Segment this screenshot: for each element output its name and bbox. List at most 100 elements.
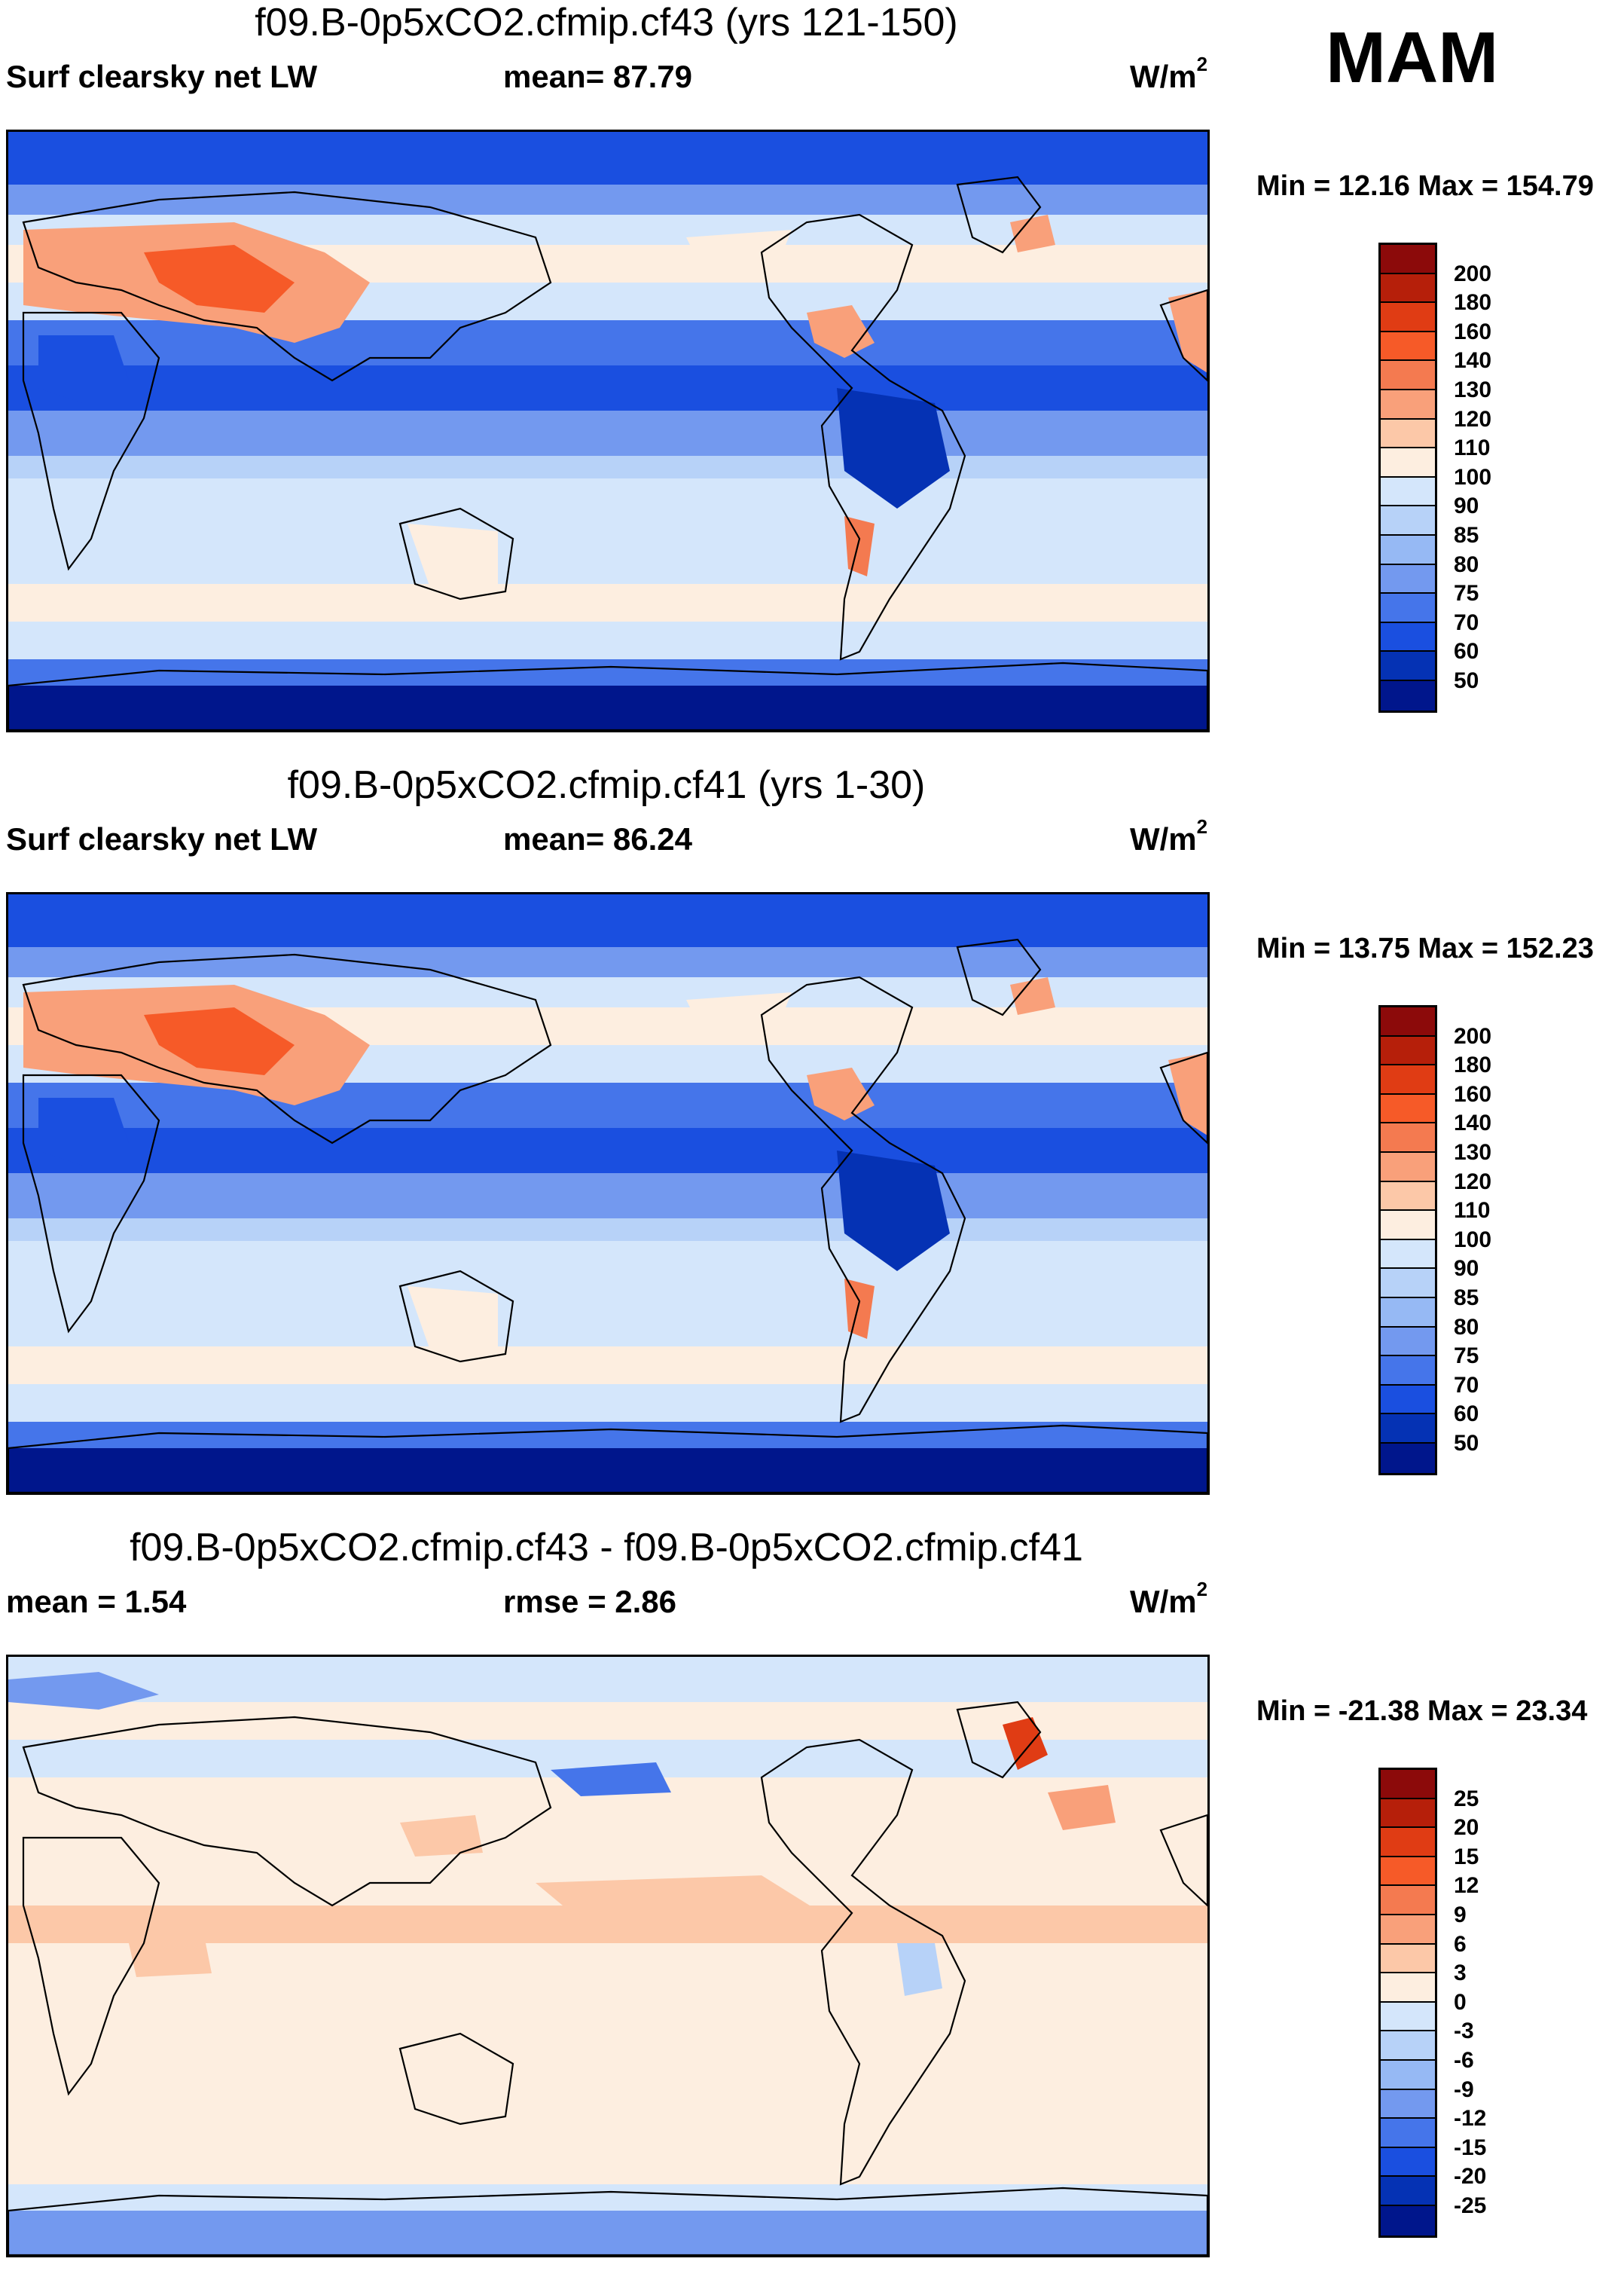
colorbar-swatch	[1381, 1181, 1435, 1212]
panel-title: f09.B-0p5xCO2.cfmip.cf43 - f09.B-0p5xCO2…	[130, 1526, 1083, 1569]
colorbar-swatch	[1381, 535, 1435, 565]
colorbar-swatch	[1381, 1414, 1435, 1444]
panel-title: f09.B-0p5xCO2.cfmip.cf43 (yrs 121-150)	[255, 1, 958, 44]
colorbar-swatch	[1381, 622, 1435, 652]
rmse-label: rmse = 2.86	[503, 1584, 677, 1619]
colorbar-tick-label: 180	[1454, 290, 1492, 316]
colorbar-tick-label: 70	[1454, 1372, 1479, 1398]
colorbar-swatch	[1381, 1385, 1435, 1415]
colorbar-swatch	[1381, 2031, 1435, 2061]
colorbar-tick-label: 50	[1454, 1431, 1479, 1456]
colorbar-swatch	[1381, 303, 1435, 332]
colorbar-swatch	[1381, 1915, 1435, 1945]
colorbar-tick-label: -20	[1454, 2164, 1487, 2190]
colorbar-tick-label: 60	[1454, 1401, 1479, 1427]
colorbar-tick-label: 6	[1454, 1931, 1467, 1957]
colorbar-tick-label: 15	[1454, 1844, 1479, 1869]
colorbar-swatch	[1381, 477, 1435, 507]
colorbar-tick-label: 25	[1454, 1786, 1479, 1811]
colorbar-swatch	[1381, 1094, 1435, 1124]
colorbar-tick-label: 3	[1454, 1961, 1467, 1986]
colorbar-swatch	[1381, 2089, 1435, 2119]
variable-label: Surf clearsky net LW	[6, 821, 318, 857]
min-max-label: Min = 13.75 Max = 152.23	[1256, 933, 1594, 964]
mean-label: mean = 1.54	[6, 1584, 187, 1619]
colorbar-tick-label: 160	[1454, 319, 1492, 344]
colorbar-swatch	[1381, 1944, 1435, 1974]
colorbar-swatch	[1381, 1828, 1435, 1857]
colorbar-swatch	[1381, 652, 1435, 681]
units-label: W/m2	[1130, 53, 1208, 94]
colorbar-tick-label: 200	[1454, 1023, 1492, 1049]
map-panel-2: f09.B-0p5xCO2.cfmip.cf41 (yrs 1-30) Surf…	[0, 763, 1624, 1523]
mean-label: mean= 86.24	[503, 821, 693, 857]
colorbar-tick-label: 130	[1454, 377, 1492, 402]
colorbar	[1378, 243, 1437, 713]
colorbar-tick-label: 20	[1454, 1815, 1479, 1841]
colorbar-swatch	[1381, 361, 1435, 390]
colorbar-swatch	[1381, 564, 1435, 594]
colorbar-swatch	[1381, 390, 1435, 420]
colorbar-tick-label: 60	[1454, 639, 1479, 665]
map-panel-3: f09.B-0p5xCO2.cfmip.cf43 - f09.B-0p5xCO2…	[0, 1525, 1624, 2286]
variable-label: Surf clearsky net LW	[6, 59, 318, 94]
colorbar-tick-label: 110	[1454, 1198, 1491, 1224]
colorbar-tick-label: 50	[1454, 668, 1479, 693]
colorbar-swatch	[1381, 1036, 1435, 1066]
colorbar-swatch	[1381, 1007, 1435, 1037]
colorbar-tick-label: 9	[1454, 1902, 1467, 1927]
colorbar-swatch	[1381, 2119, 1435, 2148]
units-label: W/m2	[1130, 1578, 1208, 1619]
colorbar-swatch	[1381, 245, 1435, 274]
colorbar-tick-label: 0	[1454, 1989, 1467, 2015]
colorbar-swatch	[1381, 2002, 1435, 2032]
colorbar-tick-label: 100	[1454, 1227, 1492, 1252]
colorbar-swatch	[1381, 1356, 1435, 1386]
colorbar-swatch	[1381, 1973, 1435, 2003]
colorbar-swatch	[1381, 594, 1435, 623]
colorbar-swatch	[1381, 448, 1435, 478]
colorbar-swatch	[1381, 1065, 1435, 1095]
colorbar-tick-label: 100	[1454, 464, 1492, 490]
units-label: W/m2	[1130, 815, 1208, 857]
colorbar-tick-label: -25	[1454, 2193, 1487, 2218]
colorbar-swatch	[1381, 274, 1435, 304]
colorbar-tick-label: 110	[1454, 436, 1491, 461]
colorbar-tick-label: 70	[1454, 610, 1479, 635]
colorbar-swatch	[1381, 2060, 1435, 2090]
colorbar-tick-label: -9	[1454, 2077, 1474, 2102]
colorbar-tick-label: 75	[1454, 1343, 1479, 1369]
min-max-label: Min = 12.16 Max = 154.79	[1256, 170, 1594, 202]
colorbar-tick-label: 85	[1454, 523, 1479, 548]
season-label: MAM	[1326, 17, 1499, 98]
world-map	[6, 130, 1210, 732]
colorbar-tick-label: 160	[1454, 1081, 1492, 1107]
colorbar-tick-label: -6	[1454, 2048, 1474, 2073]
colorbar-swatch	[1381, 1123, 1435, 1153]
colorbar-swatch	[1381, 2147, 1435, 2178]
colorbar-tick-label: 130	[1454, 1140, 1492, 1165]
colorbar-tick-label: 75	[1454, 581, 1479, 607]
map-panel-1: f09.B-0p5xCO2.cfmip.cf43 (yrs 121-150) S…	[0, 0, 1624, 761]
colorbar-swatch	[1381, 1770, 1435, 1799]
colorbar	[1378, 1005, 1437, 1475]
colorbar-swatch	[1381, 1443, 1435, 1473]
colorbar-tick-label: 180	[1454, 1053, 1492, 1078]
colorbar-tick-label: -12	[1454, 2106, 1487, 2132]
min-max-label: Min = -21.38 Max = 23.34	[1256, 1695, 1588, 1727]
colorbar	[1378, 1768, 1437, 2238]
colorbar-swatch	[1381, 1269, 1435, 1298]
world-map	[6, 892, 1210, 1495]
mean-label: mean= 87.79	[503, 59, 693, 94]
colorbar-tick-label: 200	[1454, 261, 1492, 286]
colorbar-tick-label: 80	[1454, 552, 1479, 577]
colorbar-swatch	[1381, 1211, 1435, 1240]
colorbar-tick-label: 140	[1454, 1111, 1492, 1136]
colorbar-tick-label: 85	[1454, 1285, 1479, 1310]
colorbar-swatch	[1381, 680, 1435, 711]
colorbar-tick-label: 12	[1454, 1873, 1479, 1899]
colorbar-swatch	[1381, 1799, 1435, 1829]
colorbar-tick-label: 90	[1454, 1256, 1479, 1282]
world-map	[6, 1655, 1210, 2257]
colorbar-swatch	[1381, 2205, 1435, 2236]
